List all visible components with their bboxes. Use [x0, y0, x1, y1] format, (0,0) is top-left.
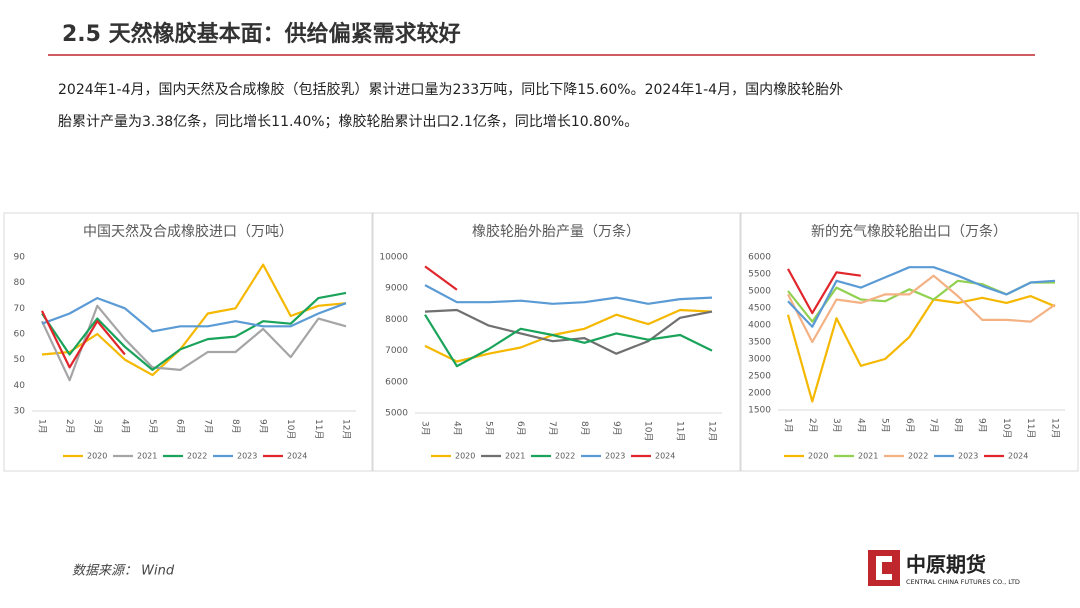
x-tick-label: 7月 — [928, 418, 939, 433]
chart-frame — [3, 212, 373, 472]
series-line — [424, 265, 458, 291]
x-tick-label: 9月 — [977, 418, 988, 433]
x-tick-label: 10月 — [643, 421, 654, 441]
y-tick-label: 8000 — [385, 315, 408, 325]
y-tick-label: 70 — [14, 304, 26, 314]
legend-label: 2023 — [958, 452, 978, 461]
y-tick-label: 7000 — [385, 346, 408, 356]
x-tick-label: 2月 — [64, 419, 75, 434]
x-tick-label: 6月 — [175, 419, 186, 434]
x-tick-label: 3月 — [831, 418, 842, 433]
logo-mark — [868, 550, 900, 586]
legend-label: 2020 — [455, 452, 475, 461]
x-tick-label: 11月 — [313, 419, 324, 439]
y-tick-label: 60 — [14, 330, 26, 340]
y-tick-label: 50 — [14, 355, 26, 365]
x-tick-label: 7月 — [202, 419, 213, 434]
series-line — [41, 304, 347, 382]
series-line — [787, 266, 1056, 328]
y-tick-label: 3500 — [748, 338, 771, 348]
x-tick-label: 3月 — [92, 419, 103, 434]
y-tick-label: 80 — [14, 278, 26, 288]
y-tick-label: 4000 — [748, 321, 771, 331]
x-tick-label: 1月 — [37, 419, 48, 434]
y-tick-label: 3000 — [748, 355, 771, 365]
series-line — [786, 295, 1056, 403]
legend-label: 2020 — [87, 452, 107, 461]
series-line — [41, 310, 126, 369]
y-tick-label: 30 — [14, 407, 26, 417]
slide-title: 2.5 天然橡胶基本面：供给偏紧需求较好 — [62, 21, 461, 47]
chart-title: 橡胶轮胎外胎产量（万条） — [472, 223, 640, 240]
legend-label: 2021 — [505, 452, 525, 461]
x-tick-label: 4月 — [451, 421, 462, 436]
y-tick-label: 5000 — [748, 287, 771, 297]
series-line — [787, 274, 1056, 344]
x-tick-label: 9月 — [258, 419, 269, 434]
paragraph-line: 胎累计产量为3.38亿条，同比增长11.40%；橡胶轮胎累计出口2.1亿条，同比… — [58, 113, 638, 130]
y-tick-label: 6000 — [385, 377, 408, 387]
legend-label: 2024 — [287, 452, 307, 461]
legend-label: 2022 — [555, 452, 575, 461]
chart-frame — [372, 212, 741, 472]
series-line — [424, 284, 713, 305]
y-tick-label: 90 — [14, 253, 26, 263]
series-line — [424, 314, 713, 368]
x-tick-label: 1月 — [783, 418, 794, 433]
x-tick-label: 8月 — [230, 419, 241, 434]
legend-label: 2024 — [655, 452, 675, 461]
legend-label: 2024 — [1008, 452, 1028, 461]
y-tick-label: 9000 — [385, 284, 408, 294]
series-line — [41, 263, 347, 377]
y-tick-label: 2000 — [748, 389, 771, 399]
legend-label: 2023 — [237, 452, 257, 461]
x-tick-label: 12月 — [707, 421, 718, 441]
legend-label: 2022 — [187, 452, 207, 461]
x-tick-label: 4月 — [119, 419, 130, 434]
x-tick-label: 8月 — [579, 421, 590, 436]
y-tick-label: 10000 — [379, 253, 408, 263]
chart-title: 中国天然及合成橡胶进口（万吨） — [83, 223, 293, 240]
x-tick-label: 7月 — [547, 421, 558, 436]
x-tick-label: 12月 — [1050, 418, 1061, 438]
series-line — [41, 297, 347, 333]
legend-label: 2021 — [858, 452, 878, 461]
chart-title: 新的充气橡胶轮胎出口（万条） — [811, 223, 1007, 240]
y-tick-label: 5000 — [385, 409, 408, 419]
x-tick-label: 6月 — [904, 418, 915, 433]
x-tick-label: 9月 — [611, 421, 622, 436]
x-tick-label: 5月 — [483, 421, 494, 436]
x-tick-label: 6月 — [515, 421, 526, 436]
x-tick-label: 11月 — [675, 421, 686, 441]
y-tick-label: 1500 — [748, 406, 771, 416]
x-tick-label: 2月 — [807, 418, 818, 433]
legend-label: 2022 — [908, 452, 928, 461]
legend-label: 2021 — [137, 452, 157, 461]
x-tick-label: 5月 — [880, 418, 891, 433]
x-tick-label: 10月 — [285, 419, 296, 439]
logo-subtitle: CENTRAL CHINA FUTURES CO., LTD — [906, 578, 1020, 586]
logo-glyph — [876, 556, 892, 580]
y-tick-label: 4500 — [748, 304, 771, 314]
x-tick-label: 4月 — [855, 418, 866, 433]
chart-frame — [740, 212, 1079, 472]
x-tick-label: 12月 — [341, 419, 352, 439]
y-tick-label: 5500 — [748, 270, 771, 280]
paragraph-line: 2024年1-4月，国内天然及合成橡胶（包括胶乳）累计进口量为233万吨，同比下… — [58, 81, 843, 98]
x-tick-label: 8月 — [952, 418, 963, 433]
logo-name: 中原期货 — [906, 553, 986, 577]
source-note: 数据来源： Wind — [72, 564, 175, 579]
series-line — [787, 268, 861, 315]
x-tick-label: 3月 — [420, 421, 431, 436]
series-line — [41, 291, 347, 371]
y-tick-label: 2500 — [748, 372, 771, 382]
y-tick-label: 40 — [14, 381, 26, 391]
x-tick-label: 5月 — [147, 419, 158, 434]
legend-label: 2020 — [808, 452, 828, 461]
x-tick-label: 10月 — [1001, 418, 1012, 438]
y-tick-label: 6000 — [748, 253, 771, 263]
legend-label: 2023 — [605, 452, 625, 461]
x-tick-label: 11月 — [1025, 418, 1036, 438]
